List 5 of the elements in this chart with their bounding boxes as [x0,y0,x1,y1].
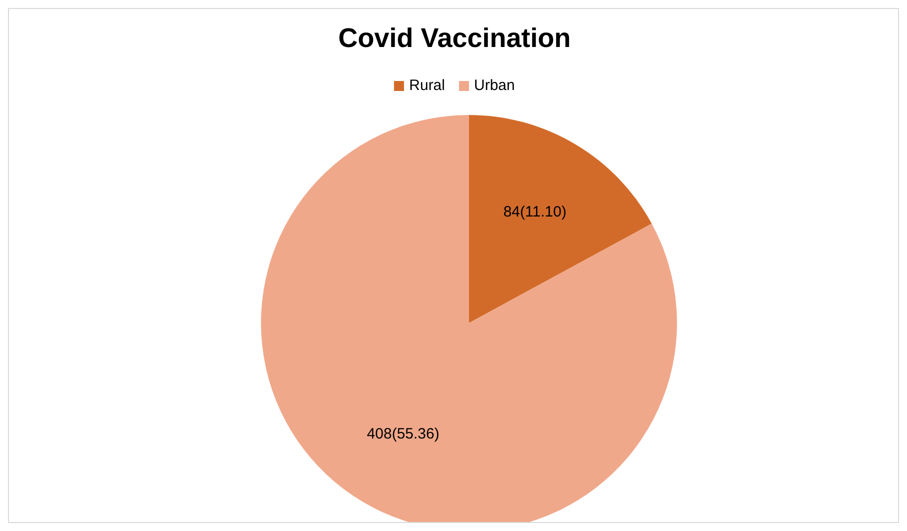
data-label: 408(55.36) [366,425,440,442]
legend-label: Urban [474,77,515,94]
chart-title: Covid Vaccination [337,23,572,54]
legend-label: Rural [409,77,445,94]
data-label: 84(11.10) [503,204,566,221]
